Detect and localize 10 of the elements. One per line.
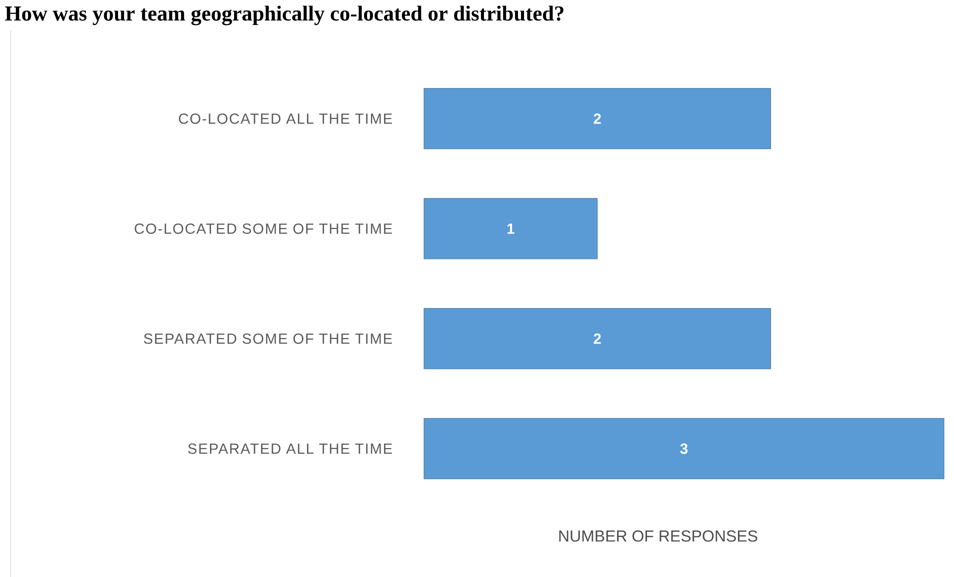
data-label: 1 — [508, 224, 514, 234]
data-label: 3 — [680, 443, 688, 454]
data-label: 2 — [594, 334, 601, 344]
y-tick-label: SEPARATED ALL THE TIME — [188, 443, 392, 454]
y-tick-label: CO-LOCATED SOME OF THE TIME — [134, 223, 392, 234]
y-tick-label: SEPARATED SOME OF THE TIME — [144, 333, 392, 344]
data-label: 2 — [594, 114, 601, 124]
y-tick-label: CO-LOCATED ALL THE TIME — [178, 113, 392, 124]
x-axis-title: NUMBER OF RESPONSES — [559, 530, 758, 542]
chart-title: How was your team geographically co-located or distributed? — [5, 6, 564, 26]
